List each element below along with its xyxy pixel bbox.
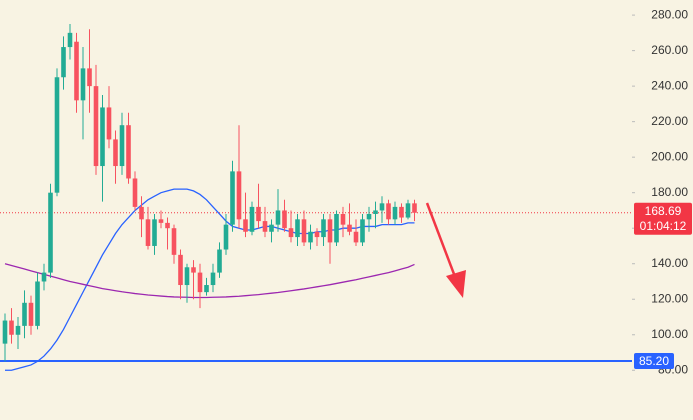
candle-body xyxy=(22,302,27,326)
y-tick-label: 140.00 xyxy=(651,256,688,270)
candle-body xyxy=(217,249,222,273)
y-tick-label: 220.00 xyxy=(651,114,688,128)
y-tick-label: 240.00 xyxy=(651,78,688,92)
candle-body xyxy=(405,203,411,218)
annotation-arrow xyxy=(425,202,466,298)
candle-body xyxy=(295,219,300,238)
arrow-shaft xyxy=(425,202,459,283)
candle-body xyxy=(373,210,378,214)
candle-body xyxy=(139,206,144,220)
candle-body xyxy=(113,139,118,167)
candle-body xyxy=(282,210,287,229)
candle-body xyxy=(392,206,398,220)
candle-body xyxy=(230,171,235,225)
candle-body xyxy=(54,77,60,193)
y-tick-label: 100.00 xyxy=(651,327,688,341)
candle-body xyxy=(132,178,138,207)
candle-body xyxy=(334,213,339,243)
candle-body xyxy=(353,231,359,243)
moving-average xyxy=(5,188,415,371)
y-tick-label: 200.00 xyxy=(651,149,688,163)
candle-body xyxy=(321,219,326,238)
candle-body xyxy=(106,107,112,140)
price-label: 168.69 xyxy=(645,204,682,218)
candle-body xyxy=(210,272,216,286)
candle-body xyxy=(15,325,21,335)
candle-body xyxy=(249,206,255,232)
candle-body xyxy=(100,107,105,167)
candle-body xyxy=(308,231,313,243)
moving-average xyxy=(4,263,415,299)
candle-body xyxy=(301,219,307,243)
y-tick-label: 120.00 xyxy=(651,291,688,305)
candle-body xyxy=(184,267,190,286)
candle-body xyxy=(74,41,79,101)
candle-body xyxy=(178,254,183,286)
candle-body xyxy=(204,285,209,293)
countdown-label: 01:04:12 xyxy=(640,219,687,233)
candle-body xyxy=(223,224,229,250)
candle-body xyxy=(9,320,14,335)
candle-body xyxy=(165,222,170,229)
candle-body xyxy=(262,221,268,232)
candle-body xyxy=(197,272,203,293)
candle-body xyxy=(236,171,242,220)
candle-body xyxy=(269,224,274,232)
candle-body xyxy=(158,219,164,223)
candle-body xyxy=(347,224,352,232)
candle-body xyxy=(67,32,73,48)
candle-body xyxy=(28,302,34,326)
candle-body xyxy=(399,206,404,218)
y-tick-label: 280.00 xyxy=(651,7,688,21)
candle-body xyxy=(61,47,66,78)
candle-body xyxy=(412,203,417,213)
candle-body xyxy=(379,203,385,211)
candle-body xyxy=(275,210,281,225)
candle-body xyxy=(87,68,92,87)
price-label-box xyxy=(634,202,692,235)
candle-body xyxy=(152,219,157,246)
level-label: 85.20 xyxy=(639,354,669,368)
y-tick-label: 260.00 xyxy=(651,43,688,57)
candle-body xyxy=(41,272,47,282)
arrow-head xyxy=(446,270,466,298)
candle-body xyxy=(243,219,248,232)
candle-body xyxy=(386,203,391,220)
y-tick-label: 180.00 xyxy=(651,185,688,199)
candle-body xyxy=(327,219,333,243)
candle-body xyxy=(35,281,40,326)
candle-body xyxy=(314,231,320,238)
candle-body xyxy=(256,206,261,222)
candle-body xyxy=(80,68,86,101)
candle-body xyxy=(191,267,196,273)
candle-body xyxy=(145,219,151,246)
candle-body xyxy=(366,213,372,220)
candle-body xyxy=(2,320,8,344)
candle-body xyxy=(93,86,99,167)
candle-body xyxy=(119,125,125,167)
candle-body xyxy=(171,228,177,255)
candle-body xyxy=(340,213,346,225)
level-label-box xyxy=(634,353,674,370)
candle-body xyxy=(126,125,131,179)
candle-body xyxy=(48,192,53,273)
candle-body xyxy=(288,228,294,238)
candle-body xyxy=(360,219,365,243)
